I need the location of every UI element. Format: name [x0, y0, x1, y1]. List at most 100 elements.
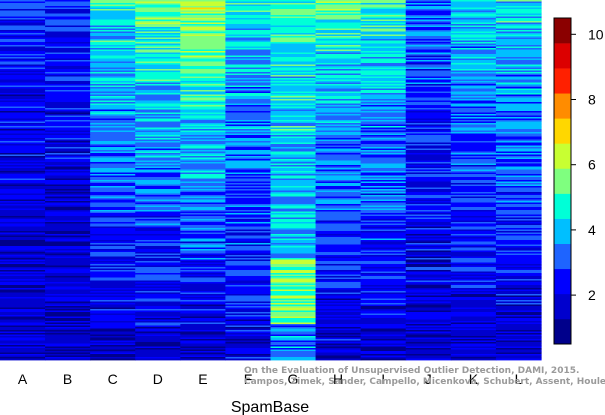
heatmap-cell [270, 9, 317, 11]
heatmap-cell [315, 262, 362, 265]
heatmap-cell [315, 112, 362, 115]
heatmap-cell [0, 348, 46, 350]
heatmap-cell [180, 291, 227, 293]
heatmap-cell [495, 49, 542, 52]
heatmap-cell [315, 163, 362, 166]
heatmap-cell [495, 196, 542, 199]
heatmap-cell [180, 210, 227, 212]
heatmap-cell [0, 234, 46, 236]
heatmap-cell [45, 151, 91, 154]
heatmap-cell [495, 81, 542, 83]
heatmap-cell [180, 72, 227, 74]
heatmap-cell [315, 52, 362, 55]
heatmap-cell [180, 321, 227, 323]
heatmap-cell [225, 25, 272, 28]
heatmap-cell [45, 184, 91, 187]
heatmap-cell [180, 168, 227, 170]
heatmap-cell [180, 15, 227, 17]
heatmap-cell [225, 330, 272, 332]
heatmap-cell [0, 150, 46, 152]
heatmap-cell [0, 297, 46, 299]
heatmap-cell [225, 187, 272, 190]
heatmap-cell [360, 198, 407, 200]
heatmap-cell [0, 267, 46, 269]
heatmap-cell [270, 162, 317, 164]
x-tick-label-E: E [198, 371, 207, 387]
heatmap-cell [45, 9, 91, 11]
heatmap-cell [405, 192, 452, 194]
heatmap-cell [270, 24, 317, 26]
heatmap-cell [360, 63, 407, 65]
heatmap-cell [360, 49, 407, 52]
heatmap-cell [270, 169, 317, 172]
heatmap-cell [135, 297, 181, 299]
heatmap-cell [405, 58, 452, 61]
heatmap-cell [90, 93, 136, 95]
heatmap-cell [270, 36, 317, 38]
heatmap-cell [45, 105, 91, 107]
heatmap-cell [135, 90, 181, 92]
heatmap-cell [225, 270, 272, 272]
heatmap-cell [180, 40, 227, 43]
heatmap-cell [135, 187, 181, 190]
heatmap-cell [315, 187, 362, 190]
heatmap-cell [135, 129, 181, 131]
heatmap-cell [405, 64, 452, 67]
heatmap-cell [90, 183, 136, 185]
heatmap-cell [0, 93, 46, 95]
heatmap-cell [0, 273, 46, 275]
heatmap-cell [450, 123, 497, 125]
heatmap-cell [135, 19, 181, 22]
heatmap-cell [270, 114, 317, 116]
heatmap-cell [225, 34, 272, 37]
heatmap-cell [90, 292, 136, 295]
heatmap-cell [45, 46, 91, 49]
heatmap-cell [495, 69, 542, 71]
heatmap-cell [495, 133, 542, 136]
heatmap-cell [270, 244, 317, 247]
heatmap-cell [0, 82, 46, 85]
heatmap-cell [0, 162, 46, 164]
heatmap-cell [0, 99, 46, 101]
watermark-line-1: On the Evaluation of Unsupervised Outlie… [244, 366, 579, 376]
heatmap-cell [0, 84, 46, 86]
heatmap-cell [405, 21, 452, 23]
heatmap-cell [0, 240, 46, 242]
heatmap-cell [180, 7, 227, 10]
heatmap-cell [495, 90, 542, 92]
heatmap-cell [45, 246, 91, 248]
heatmap-cell [495, 52, 542, 55]
heatmap-cell [315, 234, 362, 236]
heatmap-cell [360, 129, 407, 131]
heatmap-cell [450, 159, 497, 161]
heatmap-cell [0, 58, 46, 61]
heatmap-cell [45, 282, 91, 284]
heatmap-cell [135, 111, 181, 113]
heatmap-cell [90, 3, 136, 5]
heatmap-cell [495, 175, 542, 178]
heatmap-cell [45, 244, 91, 247]
heatmap-cell [45, 153, 91, 155]
heatmap-cell [405, 40, 452, 43]
heatmap-cell [360, 25, 407, 28]
heatmap-cell [135, 57, 181, 59]
heatmap-cell [270, 57, 317, 59]
heatmap-cell [90, 112, 136, 115]
heatmap-cell [405, 316, 452, 319]
heatmap-cell [225, 121, 272, 124]
heatmap-cell [315, 84, 362, 86]
heatmap-cell [225, 304, 272, 307]
watermark-line-2: Campos, Zimek, Sander, Campello, Micenko… [244, 377, 605, 387]
colorbar-border [553, 17, 572, 345]
heatmap-cell [495, 36, 542, 38]
heatmap-cell [315, 91, 362, 94]
heatmap-cell [495, 349, 542, 352]
heatmap-cell [270, 219, 317, 221]
heatmap-cell [225, 79, 272, 82]
heatmap-cell [180, 201, 227, 203]
heatmap-cell [360, 298, 407, 301]
heatmap-cell [225, 354, 272, 356]
heatmap-cell [45, 349, 91, 352]
heatmap-cell [45, 76, 91, 79]
heatmap-cell [180, 147, 227, 149]
